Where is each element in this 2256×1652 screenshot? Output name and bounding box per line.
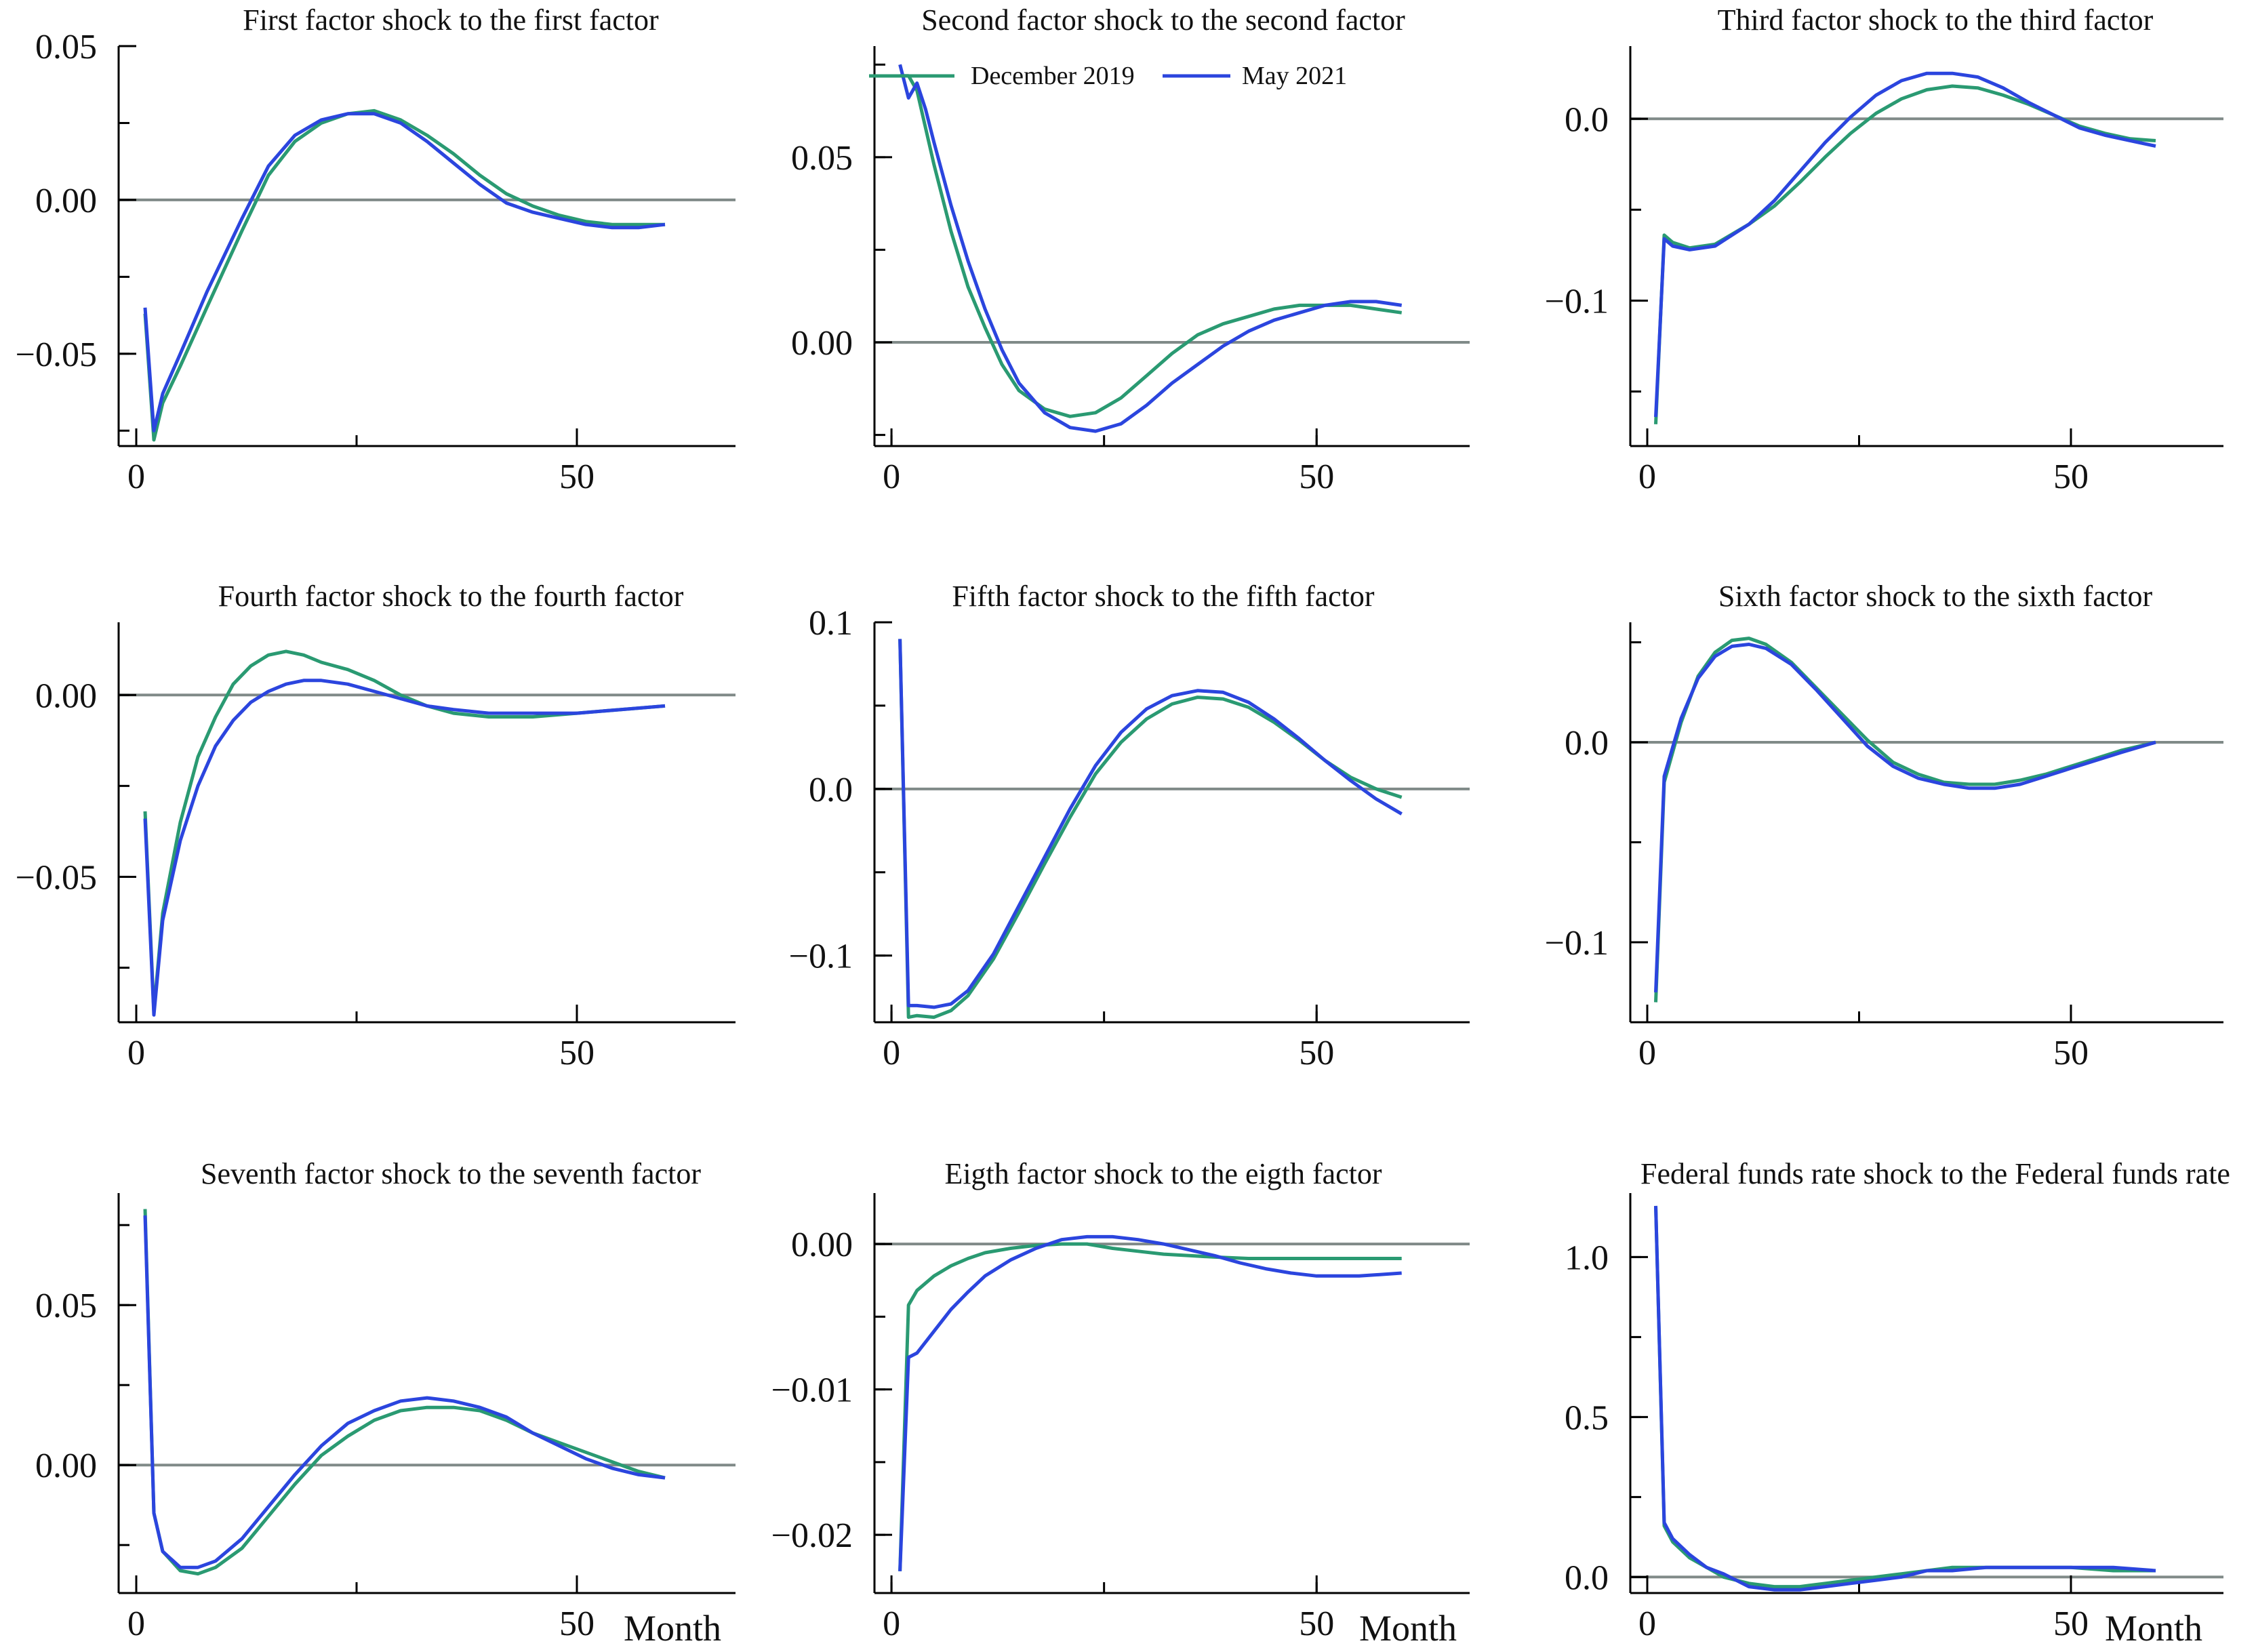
- x-tick-label: 0: [127, 458, 145, 496]
- x-tick-label: 50: [1299, 1605, 1334, 1643]
- y-tick-label: 0.0: [1565, 724, 1609, 763]
- x-tick-label: 0: [127, 1034, 145, 1072]
- x-axis-word-panel-7: Month: [624, 1608, 721, 1649]
- x-tick-label: 50: [2053, 1605, 2089, 1643]
- panel-title: Seventh factor shock to the seventh fact…: [201, 1157, 701, 1190]
- x-tick-label: 0: [1638, 1034, 1656, 1072]
- x-tick-label: 50: [559, 1605, 595, 1643]
- y-tick-label: 0.00: [35, 182, 97, 220]
- y-tick-label: 0.05: [35, 28, 97, 66]
- x-tick-label: 50: [2053, 1034, 2089, 1072]
- series-line-may-2021: [898, 64, 1403, 433]
- panel-title: Sixth factor shock to the sixth factor: [1718, 580, 2153, 613]
- y-tick-label: −0.1: [1545, 924, 1609, 963]
- panel-4: Fourth factor shock to the fourth factor…: [16, 580, 736, 1072]
- y-tick-label: −0.1: [1545, 282, 1609, 321]
- x-axis-word-panel-8: Month: [1359, 1608, 1457, 1649]
- panel-title: Third factor shock to the third factor: [1718, 3, 2154, 37]
- y-tick-label: 0.00: [35, 677, 97, 715]
- x-tick-label: 50: [1299, 1034, 1334, 1072]
- y-tick-label: 0.1: [809, 604, 853, 643]
- x-tick-label: 50: [1299, 458, 1334, 496]
- y-tick-label: −0.01: [771, 1371, 853, 1410]
- series-line-december-2019: [900, 74, 1403, 418]
- panel-6: Sixth factor shock to the sixth factor 0.…: [1545, 580, 2223, 1072]
- panel-title: Fifth factor shock to the fifth factor: [952, 580, 1374, 613]
- x-tick-label: 0: [127, 1605, 145, 1643]
- x-axis-word-panel-9: Month: [2105, 1608, 2202, 1649]
- series-line-may-2021: [898, 1234, 1402, 1571]
- series-line-may-2021: [143, 679, 666, 1017]
- series-line-may-2021: [143, 1215, 666, 1569]
- legend-label-december-2019: December 2019: [971, 62, 1135, 90]
- panel-3: Third factor shock to the third factor 0.…: [1545, 3, 2223, 496]
- x-tick-label: 0: [1638, 458, 1656, 496]
- y-tick-label: 0.00: [35, 1447, 97, 1485]
- panel-8: Eigth factor shock to the eigth factor 0.…: [771, 1157, 1470, 1643]
- series-line-december-2019: [1654, 1205, 2156, 1589]
- series-line-may-2021: [1654, 1205, 2156, 1592]
- panel-title: First factor shock to the first factor: [243, 3, 659, 37]
- series-line-december-2019: [1654, 637, 2156, 1003]
- x-tick-label: 50: [2053, 458, 2089, 496]
- panels: First factor shock to the first factor 0.…: [16, 3, 2230, 1643]
- panel-7: Seventh factor shock to the seventh fact…: [35, 1157, 736, 1643]
- y-tick-label: 0.0: [809, 771, 853, 809]
- y-tick-label: −0.05: [16, 858, 97, 897]
- y-tick-label: 0.0: [1565, 1558, 1609, 1597]
- y-tick-label: 0.5: [1565, 1398, 1609, 1437]
- series-line-december-2019: [143, 649, 666, 1013]
- panel-9: Federal funds rate shock to the Federal …: [1565, 1157, 2230, 1643]
- series-line-december-2019: [1654, 84, 2156, 424]
- legend-label-may-2021: May 2021: [1242, 62, 1347, 90]
- panel-title: Fourth factor shock to the fourth factor: [218, 580, 684, 613]
- y-tick-label: 0.05: [35, 1287, 97, 1325]
- panel-2: Second factor shock to the second factor…: [791, 3, 1470, 496]
- legend: December 2019 May 2021: [869, 62, 1347, 90]
- y-tick-label: 0.05: [791, 139, 853, 178]
- panel-title: Federal funds rate shock to the Federal …: [1640, 1157, 2230, 1190]
- x-tick-label: 0: [883, 458, 900, 496]
- y-tick-label: 0.00: [791, 1226, 853, 1264]
- series-line-december-2019: [143, 1209, 666, 1576]
- panel-title: Eigth factor shock to the eigth factor: [944, 1157, 1382, 1190]
- y-tick-label: 1.0: [1565, 1238, 1609, 1277]
- panel-5: Fifth factor shock to the fifth factor 0.…: [789, 580, 1470, 1072]
- series-line-may-2021: [143, 112, 666, 432]
- series-line-may-2021: [898, 639, 1403, 1009]
- y-tick-label: −0.1: [789, 938, 853, 976]
- y-tick-label: −0.05: [16, 336, 97, 374]
- x-tick-label: 0: [883, 1605, 900, 1643]
- x-tick-label: 50: [559, 1034, 595, 1072]
- series-line-december-2019: [898, 1242, 1402, 1571]
- x-tick-label: 0: [1638, 1605, 1656, 1643]
- y-tick-label: 0.00: [791, 324, 853, 363]
- series-line-december-2019: [143, 108, 665, 442]
- x-tick-label: 0: [883, 1034, 900, 1072]
- series-line-december-2019: [898, 639, 1403, 1020]
- y-tick-label: 0.0: [1565, 100, 1609, 139]
- series-line-may-2021: [1654, 71, 2156, 418]
- y-tick-label: −0.02: [771, 1516, 853, 1555]
- series-line-may-2021: [1654, 643, 2156, 992]
- panel-title: Second factor shock to the second factor: [921, 3, 1405, 37]
- x-tick-label: 50: [559, 458, 595, 496]
- panel-1: First factor shock to the first factor 0.…: [16, 3, 736, 496]
